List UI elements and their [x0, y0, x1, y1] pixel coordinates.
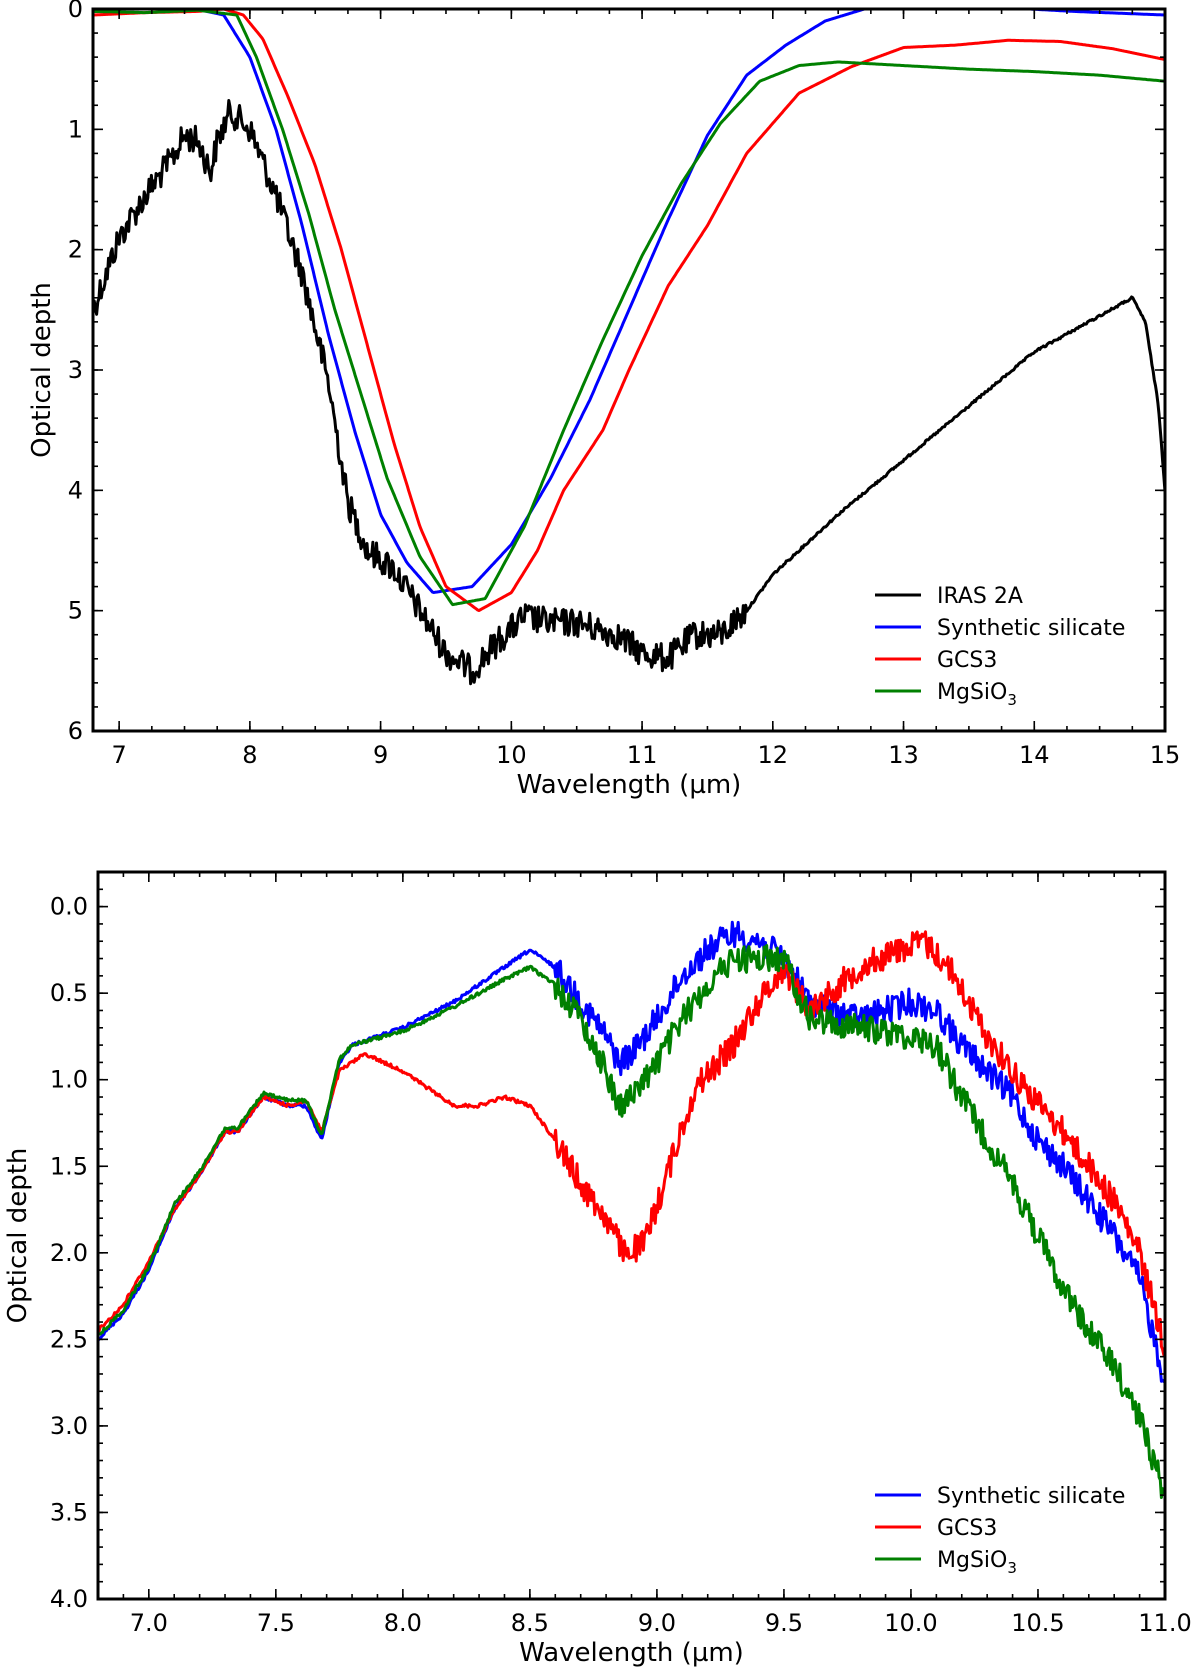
y-tick-label: 0.5 [50, 979, 88, 1007]
legend: IRAS 2A Synthetic silicate GCS3 MgSiO3 [875, 584, 1125, 709]
x-tick-label: 7.0 [130, 1609, 168, 1637]
legend-label: MgSiO3 [937, 1548, 1017, 1577]
series-line-iras-2a [93, 99, 1165, 686]
x-tick-label: 11 [627, 741, 658, 769]
x-tick-label: 9.5 [765, 1609, 803, 1637]
y-tick-label: 2 [68, 236, 83, 264]
y-tick-label: 3.0 [50, 1412, 88, 1440]
x-tick-label: 15 [1150, 741, 1181, 769]
x-tick-label: 12 [758, 741, 789, 769]
x-tick-label: 10 [496, 741, 527, 769]
x-tick-label: 10.0 [884, 1609, 937, 1637]
y-tick-label: 5 [68, 597, 83, 625]
legend-label: Synthetic silicate [937, 1484, 1125, 1509]
x-tick-label: 14 [1019, 741, 1050, 769]
axes-frame [91, 7, 1167, 733]
x-tick-label: 13 [888, 741, 919, 769]
series-line-gcs3 [98, 930, 1165, 1357]
y-tick-label: 1.5 [50, 1152, 88, 1180]
series-line-synthetic-silicate [93, 9, 1165, 594]
legend-label: IRAS 2A [937, 584, 1023, 609]
y-axis-label: Optical depth [27, 282, 57, 458]
legend: Synthetic silicate GCS3 MgSiO3 [875, 1484, 1125, 1577]
y-tick-label: 0.0 [50, 893, 88, 921]
legend-label: GCS3 [937, 648, 997, 673]
x-tick-label: 8.5 [511, 1609, 549, 1637]
y-tick-label: 4 [68, 476, 83, 504]
y-tick-label: 1 [68, 115, 83, 143]
legend-label: MgSiO3 [937, 680, 1017, 709]
x-tick-label: 8 [242, 741, 257, 769]
chart-panel-bottom: 7.0 7.5 8.0 8.5 9.0 9.5 10.0 10.5 11.0 0.0 0.5 1.0 1… [3, 870, 1192, 1668]
series-line-gcs3 [93, 9, 1165, 612]
legend-label: Synthetic silicate [937, 616, 1125, 641]
x-tick-label: 9 [373, 741, 388, 769]
y-tick-label: 6 [68, 717, 83, 745]
legend-label: GCS3 [937, 1516, 997, 1541]
x-axis-label: Wavelength (µm) [519, 1638, 744, 1668]
series-line-mgsio3 [93, 9, 1165, 607]
y-tick-label: 1.0 [50, 1066, 88, 1094]
y-axis-label: Optical depth [3, 1148, 33, 1324]
x-tick-label: 7.5 [257, 1609, 295, 1637]
y-tick-label: 2.0 [50, 1239, 88, 1267]
x-tick-label: 8.0 [384, 1609, 422, 1637]
series-line-mgsio3 [98, 944, 1165, 1499]
y-tick-label: 3 [68, 356, 83, 384]
x-tick-label: 10.5 [1011, 1609, 1064, 1637]
y-tick-label: 0 [68, 0, 83, 23]
x-tick-label: 9.0 [638, 1609, 676, 1637]
y-tick-label: 2.5 [50, 1325, 88, 1353]
series-line-synthetic-silicate [98, 920, 1165, 1384]
y-tick-label: 3.5 [50, 1498, 88, 1526]
x-tick-label: 7 [112, 741, 127, 769]
x-tick-label: 11.0 [1138, 1609, 1191, 1637]
axes-frame [96, 870, 1167, 1601]
x-axis-label: Wavelength (µm) [517, 770, 742, 800]
y-tick-label: 4.0 [50, 1585, 88, 1613]
